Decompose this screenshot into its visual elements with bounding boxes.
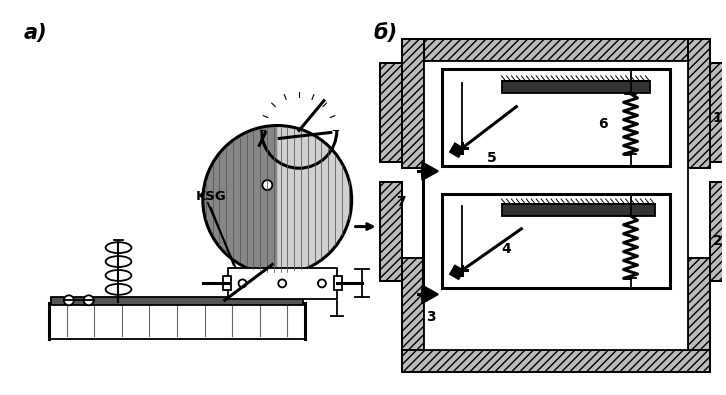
Bar <box>51 297 303 305</box>
Circle shape <box>262 180 272 190</box>
Bar <box>223 276 231 290</box>
Bar <box>402 350 710 372</box>
Bar <box>402 39 710 61</box>
Bar <box>402 258 424 350</box>
Bar <box>380 182 402 281</box>
Bar <box>688 39 710 168</box>
Circle shape <box>278 279 286 288</box>
Polygon shape <box>203 126 351 275</box>
Polygon shape <box>422 285 438 303</box>
Text: 4: 4 <box>502 242 511 256</box>
Circle shape <box>64 295 74 305</box>
Bar <box>710 182 726 281</box>
Bar <box>442 194 670 288</box>
Bar <box>710 182 726 281</box>
Polygon shape <box>203 126 277 275</box>
Bar <box>688 258 710 350</box>
Bar <box>688 39 710 168</box>
Bar <box>710 63 726 162</box>
Bar <box>442 69 670 166</box>
Bar <box>450 143 463 157</box>
Bar <box>402 39 710 61</box>
Bar <box>402 39 424 168</box>
Bar <box>228 267 337 299</box>
Ellipse shape <box>105 270 131 281</box>
Bar <box>688 258 710 350</box>
Circle shape <box>318 279 326 288</box>
Text: KSG: KSG <box>196 190 227 203</box>
Bar <box>380 182 402 281</box>
Bar <box>380 63 402 162</box>
Bar <box>402 39 424 168</box>
Bar <box>380 63 402 162</box>
Polygon shape <box>422 162 438 180</box>
Text: 6: 6 <box>598 117 608 130</box>
Ellipse shape <box>105 284 131 295</box>
Text: a): a) <box>23 23 47 43</box>
Ellipse shape <box>105 256 131 267</box>
Text: 3: 3 <box>426 310 436 324</box>
Circle shape <box>239 279 247 288</box>
Bar <box>450 265 463 279</box>
Text: 7: 7 <box>396 195 405 209</box>
Circle shape <box>83 295 94 305</box>
Ellipse shape <box>105 242 131 253</box>
Bar <box>424 61 688 350</box>
Text: б): б) <box>373 23 398 43</box>
Bar <box>334 276 342 290</box>
Text: 1: 1 <box>713 111 722 124</box>
Bar <box>402 258 424 350</box>
Bar <box>402 350 710 372</box>
Text: 5: 5 <box>486 151 497 165</box>
Bar <box>502 81 650 93</box>
Text: 2: 2 <box>713 234 722 248</box>
Bar <box>49 303 305 339</box>
Bar <box>710 63 726 162</box>
Bar <box>502 204 656 216</box>
